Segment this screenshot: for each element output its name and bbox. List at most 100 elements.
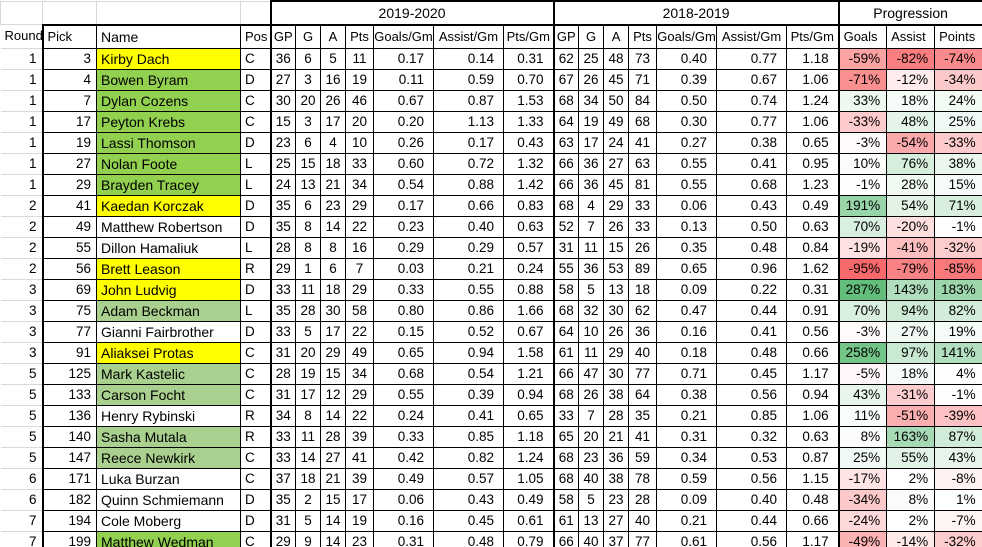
cell-progression-assist[interactable]: 48%	[886, 110, 936, 133]
cell-2018-2019-a[interactable]: 50	[603, 89, 630, 112]
cell-2018-2019-assist-gm[interactable]: 0.22	[716, 278, 788, 301]
cell-round[interactable]: 1	[0, 89, 43, 112]
cell-progression-points[interactable]: 87%	[934, 425, 982, 448]
cell-pick[interactable]: 182	[41, 488, 97, 511]
cell-pick[interactable]: 125	[41, 362, 97, 385]
cell-2019-2020-gp[interactable]: 34	[269, 404, 296, 427]
cell-2019-2020-assist-gm[interactable]: 0.94	[433, 341, 504, 364]
cell-2018-2019-gp[interactable]: 58	[552, 488, 580, 511]
cell-2018-2019-pts-gm[interactable]: 0.48	[786, 488, 840, 511]
cell-2018-2019-pts-gm[interactable]: 0.63	[786, 425, 840, 448]
spacer-cell[interactable]	[240, 0, 271, 25]
cell-progression-points[interactable]: 25%	[934, 110, 982, 133]
cell-2018-2019-pts-gm[interactable]: 1.15	[786, 467, 840, 490]
cell-progression-goals[interactable]: -59%	[837, 47, 888, 70]
cell-pick[interactable]: 41	[41, 194, 97, 217]
cell-2018-2019-gp[interactable]: 68	[552, 89, 580, 112]
cell-progression-points[interactable]: 19%	[934, 320, 982, 343]
cell-2019-2020-assist-gm[interactable]: 0.14	[433, 47, 504, 70]
cell-2018-2019-gp[interactable]: 68	[552, 446, 580, 469]
cell-name[interactable]: Kaedan Korczak	[96, 194, 241, 217]
cell-pos[interactable]: D	[240, 194, 271, 217]
cell-progression-goals[interactable]: 70%	[837, 215, 888, 238]
cell-2018-2019-g[interactable]: 10	[578, 320, 605, 343]
spacer-cell[interactable]	[42, 0, 97, 25]
cell-2019-2020-gp[interactable]: 28	[269, 236, 296, 259]
cell-2019-2020-pts-gm[interactable]: 1.21	[502, 362, 555, 385]
cell-2018-2019-g[interactable]: 13	[578, 509, 605, 532]
cell-2019-2020-pts[interactable]: 29	[345, 383, 374, 406]
cell-pos[interactable]: C	[240, 47, 271, 70]
cell-2019-2020-goals-gm[interactable]: 0.20	[373, 110, 434, 133]
cell-pick[interactable]: 19	[41, 131, 97, 154]
cell-progression-assist[interactable]: -20%	[886, 215, 936, 238]
cell-progression-goals[interactable]: 70%	[837, 299, 888, 322]
cell-2018-2019-g[interactable]: 11	[578, 341, 605, 364]
cell-2019-2020-a[interactable]: 21	[320, 173, 346, 196]
cell-2019-2020-g[interactable]: 20	[295, 89, 321, 112]
cell-2018-2019-pts-gm[interactable]: 0.84	[786, 236, 840, 259]
cell-2019-2020-g[interactable]: 6	[295, 131, 321, 154]
column-header-2019-2020-pts[interactable]: Pts	[345, 24, 374, 49]
cell-name[interactable]: Cole Moberg	[96, 509, 241, 532]
cell-2018-2019-goals-gm[interactable]: 0.55	[656, 152, 718, 175]
cell-2018-2019-assist-gm[interactable]: 0.74	[716, 89, 788, 112]
cell-round[interactable]: 1	[0, 68, 43, 91]
cell-2019-2020-pts-gm[interactable]: 0.24	[502, 257, 555, 280]
cell-2019-2020-gp[interactable]: 31	[269, 509, 296, 532]
cell-2018-2019-pts-gm[interactable]: 1.23	[786, 173, 840, 196]
cell-2019-2020-pts[interactable]: 34	[345, 362, 374, 385]
cell-progression-points[interactable]: -33%	[934, 131, 982, 154]
cell-2019-2020-gp[interactable]: 31	[269, 383, 296, 406]
cell-name[interactable]: Kirby Dach	[96, 47, 241, 70]
cell-2019-2020-gp[interactable]: 31	[269, 341, 296, 364]
cell-2018-2019-pts-gm[interactable]: 0.66	[786, 509, 840, 532]
cell-2018-2019-gp[interactable]: 63	[552, 131, 580, 154]
cell-pos[interactable]: L	[240, 236, 271, 259]
cell-2019-2020-pts[interactable]: 39	[345, 467, 374, 490]
cell-2019-2020-pts[interactable]: 39	[345, 425, 374, 448]
cell-2019-2020-g[interactable]: 8	[295, 404, 321, 427]
cell-progression-points[interactable]: 43%	[934, 446, 982, 469]
cell-progression-goals[interactable]: 25%	[837, 446, 888, 469]
cell-2018-2019-a[interactable]: 23	[603, 488, 630, 511]
cell-2018-2019-g[interactable]: 34	[578, 89, 605, 112]
cell-2019-2020-a[interactable]: 18	[320, 152, 346, 175]
cell-2018-2019-g[interactable]: 11	[578, 236, 605, 259]
cell-2018-2019-goals-gm[interactable]: 0.34	[656, 446, 718, 469]
cell-2018-2019-gp[interactable]: 52	[552, 215, 580, 238]
column-header-2018-2019-gp[interactable]: GP	[552, 24, 580, 49]
cell-progression-goals[interactable]: -19%	[837, 236, 888, 259]
cell-2018-2019-gp[interactable]: 66	[552, 530, 580, 547]
cell-progression-assist[interactable]: 27%	[886, 320, 936, 343]
cell-name[interactable]: Dillon Hamaliuk	[96, 236, 241, 259]
cell-pos[interactable]: C	[240, 362, 271, 385]
cell-2019-2020-pts[interactable]: 29	[345, 278, 374, 301]
cell-2018-2019-pts-gm[interactable]: 1.24	[786, 89, 840, 112]
column-header-2018-2019-g[interactable]: G	[578, 24, 605, 49]
cell-progression-goals[interactable]: 10%	[837, 152, 888, 175]
cell-2019-2020-g[interactable]: 9	[295, 530, 321, 547]
cell-pick[interactable]: 199	[41, 530, 97, 547]
cell-progression-points[interactable]: -74%	[934, 47, 982, 70]
cell-2018-2019-pts-gm[interactable]: 1.18	[786, 47, 840, 70]
cell-2019-2020-a[interactable]: 18	[320, 278, 346, 301]
cell-name[interactable]: John Ludvig	[96, 278, 241, 301]
cell-progression-goals[interactable]: -1%	[837, 173, 888, 196]
cell-2018-2019-pts[interactable]: 41	[628, 131, 658, 154]
cell-progression-assist[interactable]: 2%	[886, 467, 936, 490]
cell-2019-2020-assist-gm[interactable]: 0.72	[433, 152, 504, 175]
cell-2019-2020-pts[interactable]: 17	[345, 488, 374, 511]
spacer-cell[interactable]	[0, 0, 43, 25]
cell-2019-2020-pts-gm[interactable]: 0.49	[502, 488, 555, 511]
cell-2019-2020-goals-gm[interactable]: 0.55	[373, 383, 434, 406]
cell-2018-2019-a[interactable]: 27	[603, 509, 630, 532]
cell-2018-2019-goals-gm[interactable]: 0.18	[656, 341, 718, 364]
cell-2019-2020-pts-gm[interactable]: 0.57	[502, 236, 555, 259]
cell-pos[interactable]: L	[240, 299, 271, 322]
cell-round[interactable]: 6	[0, 467, 43, 490]
cell-round[interactable]: 1	[0, 47, 43, 70]
cell-pick[interactable]: 17	[41, 110, 97, 133]
cell-2018-2019-gp[interactable]: 64	[552, 110, 580, 133]
cell-2018-2019-pts[interactable]: 33	[628, 215, 658, 238]
